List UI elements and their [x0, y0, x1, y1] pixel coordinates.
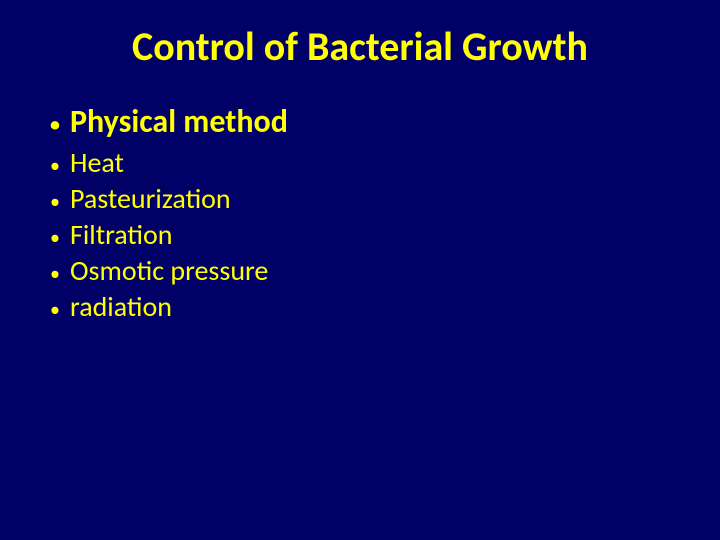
list-item: • Filtration	[40, 217, 720, 253]
list-item: • Pasteurization	[40, 181, 720, 217]
list-item: • Osmotic pressure	[40, 253, 720, 289]
slide: Control of Bacterial Growth • Physical m…	[0, 0, 720, 540]
slide-title: Control of Bacterial Growth	[0, 0, 720, 99]
item-text: Heat	[70, 145, 124, 181]
item-text: Osmotic pressure	[70, 253, 268, 289]
bullet-icon: •	[40, 264, 70, 284]
item-text: radiation	[70, 289, 172, 325]
heading-row: • Physical method	[40, 99, 720, 145]
bullet-icon: •	[40, 228, 70, 248]
list-item: • radiation	[40, 289, 720, 325]
bullet-icon: •	[40, 192, 70, 212]
slide-body: • Physical method • Heat • Pasteurizatio…	[0, 99, 720, 325]
bullet-icon: •	[40, 113, 70, 137]
list-item: • Heat	[40, 145, 720, 181]
bullet-icon: •	[40, 156, 70, 176]
bullet-icon: •	[40, 300, 70, 320]
heading-text: Physical method	[70, 99, 288, 145]
item-text: Pasteurization	[70, 181, 231, 217]
item-text: Filtration	[70, 217, 173, 253]
